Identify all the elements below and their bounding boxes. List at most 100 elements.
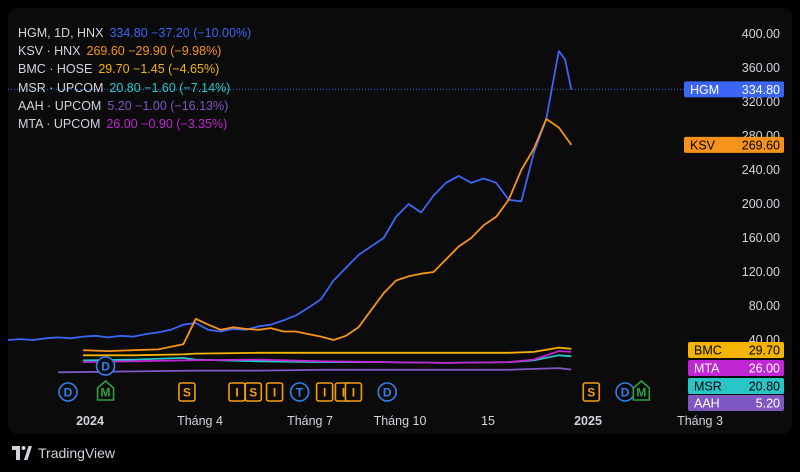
marker-letter: D [383,386,392,400]
legend-row-hgm[interactable]: HGM, 1D, HNX 334.80 −37.20 (−10.00%) [18,24,251,42]
legend-row-msr[interactable]: MSR · UPCOM 20.80 −1.60 (−7.14%) [18,79,251,97]
event-marker[interactable]: T [289,382,310,402]
y-tick-label: 320.00 [742,95,780,109]
series-line-bmc[interactable] [83,346,572,357]
legend-row-ksv[interactable]: KSV · HNX 269.60 −29.90 (−9.98%) [18,42,251,60]
series-line-ksv[interactable] [83,118,573,353]
legend: HGM, 1D, HNX 334.80 −37.20 (−10.00%) KSV ·… [18,24,251,133]
price-tag-value: 29.70 [749,344,780,358]
series-line-mta[interactable] [83,350,572,364]
legend-value: 5.20 −1.00 (−16.13%) [107,98,229,113]
price-tag-name: BMC [694,344,722,358]
chart-panel[interactable]: 400.00 360.00 320.00 280.00 240.00 200.00 160.… [8,8,792,434]
marker-shape [244,382,263,402]
tradingview-icon [12,446,32,460]
tradingview-logo[interactable]: TradingView [12,445,115,461]
series-line-aah[interactable] [58,367,572,374]
marker-shape [289,382,310,402]
x-tick-label: 2024 [76,414,104,428]
price-tag-bg [684,136,784,153]
price-chart[interactable]: 400.00360.00320.00280.00240.00200.00160.… [8,8,792,434]
event-marker[interactable]: I [315,382,334,402]
price-tags: HGM 334.80 KSV 269.60 BMC 29.70 MSR 20.80 AAH 5.2… [684,81,784,411]
event-marker[interactable]: S [582,382,601,402]
marker-shape [95,356,116,376]
marker-shape [178,382,196,402]
x-tick-label: Tháng 4 [177,414,223,428]
marker-letter: S [587,386,595,400]
price-tag-bg [688,395,784,411]
price-tag-bg [688,360,784,376]
event-marker[interactable]: I [228,382,246,402]
marker-letter: I [352,386,355,400]
legend-row-mta[interactable]: MTA · UPCOM 26.00 −0.90 (−3.35%) [18,115,251,133]
price-tag-name: KSV [690,138,716,152]
price-tag-value: 5.20 [756,397,780,411]
price-tag-value: 26.00 [749,362,780,376]
marker-letter: S [183,386,191,400]
footer: TradingView [0,436,800,472]
event-marker[interactable]: M [96,379,115,401]
marker-shape [58,382,78,402]
series-line-hgm[interactable] [8,50,573,341]
price-tag-name: MTA [694,362,720,376]
price-tag-bg [688,342,784,358]
legend-row-bmc[interactable]: BMC · HOSE 29.70 −1.45 (−4.65%) [18,60,251,78]
x-tick-label: Tháng 7 [287,414,333,428]
legend-value: 334.80 −37.20 (−10.00%) [109,26,252,40]
event-marker[interactable]: I [344,382,363,402]
marker-letter: I [323,386,326,400]
price-tag-value: 269.60 [742,138,780,152]
legend-symbol: MTA · UPCOM [18,117,101,132]
x-tick-label: 15 [481,414,495,428]
event-markers: DDM S I S I T I I I D S D M [58,356,651,402]
event-marker[interactable]: S [244,382,263,402]
price-tag-name: MSR [694,380,722,394]
price-tag-value: 334.80 [742,83,780,97]
price-tag-msr: MSR 20.80 [688,378,784,394]
marker-shape [582,382,601,402]
event-marker[interactable]: D [377,382,398,402]
price-tag-aah: AAH 5.20 [688,395,784,411]
event-marker[interactable]: D [58,382,78,402]
price-tag-ksv: KSV 269.60 [684,136,784,153]
marker-letter: T [296,386,304,400]
marker-letter: D [101,360,110,374]
event-marker[interactable]: D [615,382,635,402]
y-tick-label: 240.00 [742,163,780,177]
price-tag-mta: MTA 26.00 [688,360,784,376]
price-tag-bmc: BMC 29.70 [688,342,784,358]
y-tick-label: 400.00 [742,27,780,41]
event-marker[interactable]: M [632,379,651,401]
event-marker[interactable]: S [178,382,196,402]
price-tag-hgm: HGM 334.80 [684,81,784,98]
legend-value: 29.70 −1.45 (−4.65%) [98,62,220,77]
series-lines [8,50,573,374]
marker-shape [265,382,284,402]
legend-symbol: BMC · HOSE [18,62,93,77]
price-tag-name: AAH [694,397,720,411]
y-tick-label: 360.00 [742,61,780,75]
y-tick-label: 80.00 [749,299,780,313]
marker-letter: I [235,386,238,400]
legend-row-aah[interactable]: AAH · UPCOM 5.20 −1.00 (−16.13%) [18,97,251,115]
legend-value: 26.00 −0.90 (−3.35%) [106,117,228,132]
event-marker[interactable]: D [95,356,116,376]
legend-symbol: AAH · UPCOM [18,98,102,113]
legend-symbol: MSR · UPCOM [18,80,104,95]
marker-letter: I [342,386,345,400]
y-tick-label: 200.00 [742,197,780,211]
marker-letter: M [636,386,646,400]
event-marker[interactable]: I [265,382,284,402]
marker-letter: D [64,386,73,400]
brand-name: TradingView [38,445,116,461]
price-tag-name: HGM [690,83,719,97]
marker-letter: D [621,386,630,400]
marker-letter: I [273,386,276,400]
price-tag-bg [684,81,784,98]
legend-value: 269.60 −29.90 (−9.98%) [86,44,222,59]
marker-letter: S [249,386,257,400]
y-tick-label: 120.00 [742,265,780,279]
marker-shape [344,382,363,402]
marker-letter: M [101,386,111,400]
